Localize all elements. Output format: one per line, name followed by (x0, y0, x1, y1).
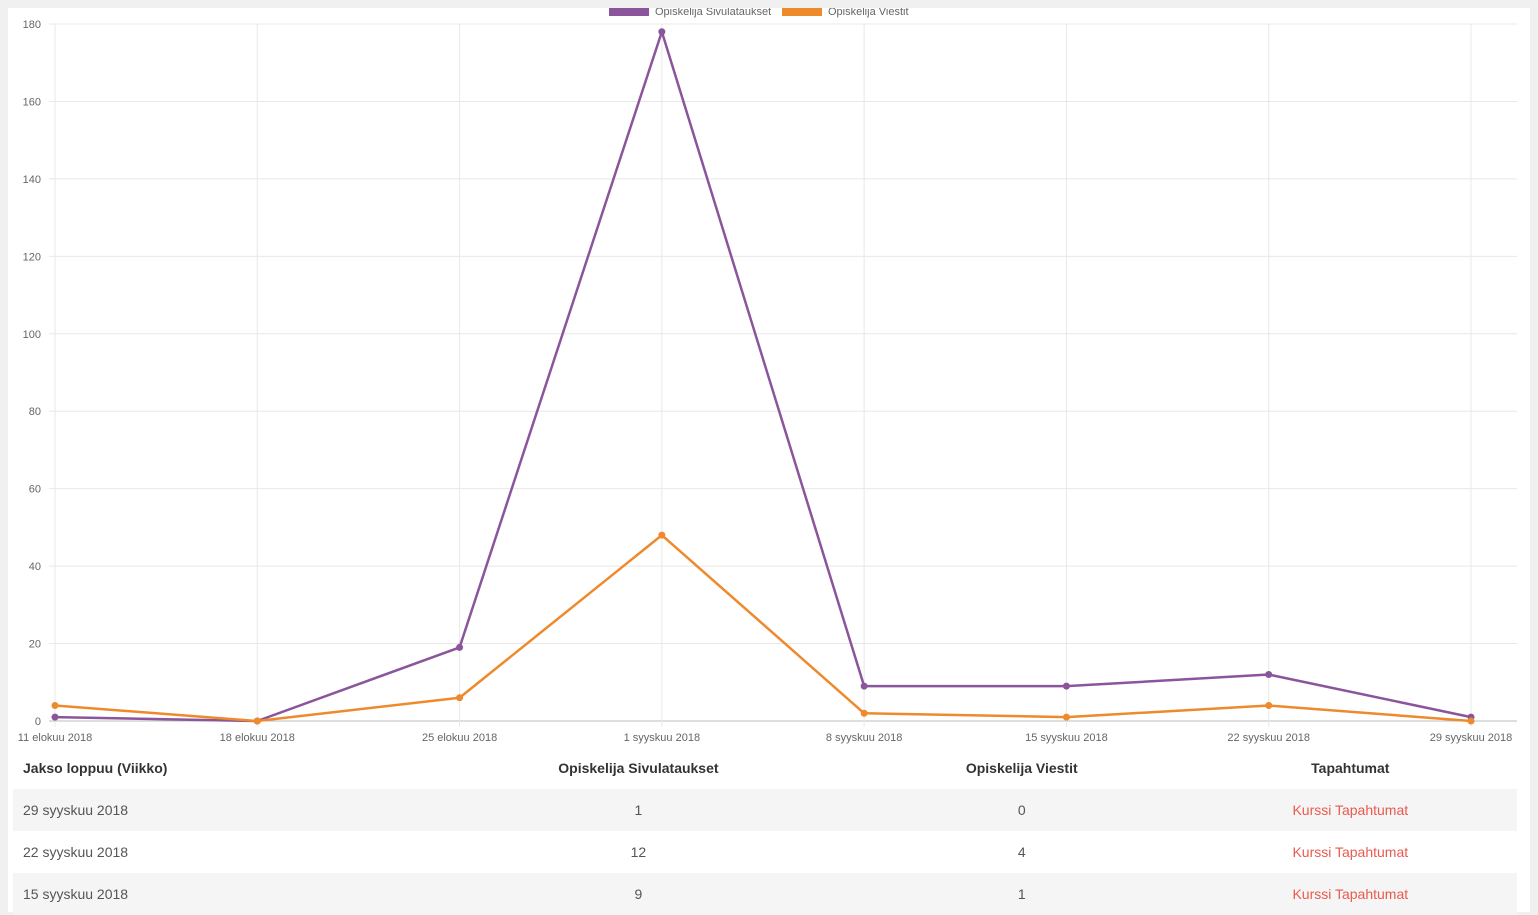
cell-messages: 1 (1017, 886, 1026, 902)
y-tick-label: 160 (23, 96, 41, 108)
legend-swatch (609, 6, 649, 16)
cell-week: 15 syyskuu 2018 (23, 886, 129, 902)
y-axis: 0 20 40 60 80 100 120 140 160 180 (23, 19, 41, 728)
data-point-2 (1265, 702, 1273, 710)
cell-messages: 0 (1017, 802, 1026, 818)
y-tick-label: 120 (23, 251, 41, 263)
cell-week: 22 syyskuu 2018 (23, 844, 129, 860)
data-point-2 (51, 702, 59, 710)
data-point-2 (658, 531, 666, 539)
header-events: Tapahtumat (1311, 760, 1390, 776)
y-tick-label: 80 (29, 406, 41, 418)
report-panel (8, 8, 1530, 912)
data-point-1 (1062, 682, 1070, 690)
data-point-2 (860, 709, 868, 717)
cell-page-loads: 9 (634, 886, 643, 902)
header-messages: Opiskelija Viestit (965, 760, 1078, 776)
y-tick-label: 0 (35, 716, 41, 728)
chart-grid (49, 23, 1517, 727)
table-header-row: Jakso loppuu (Viikko) Opiskelija Sivulat… (13, 747, 1517, 789)
data-point-2 (253, 717, 261, 725)
cell-week: 29 syyskuu 2018 (23, 802, 129, 818)
cell-events: Kurssi Tapahtumat (1184, 873, 1517, 915)
course-events-link[interactable]: Kurssi Tapahtumat (1292, 886, 1409, 902)
y-tick-label: 140 (23, 174, 41, 186)
activity-line-chart: Opiskelija Sivulataukset Opiskelija Viest… (0, 0, 1538, 744)
chart-series (51, 28, 1475, 725)
table-row: 15 syyskuu 2018 9 1 Kurssi Tapahtumat (13, 873, 1517, 915)
report-table: Jakso loppuu (Viikko) Opiskelija Sivulat… (13, 747, 1517, 915)
header-week: Jakso loppuu (Viikko) (23, 760, 168, 776)
legend-swatch (782, 6, 822, 16)
chart-legend: Opiskelija Sivulataukset Opiskelija Viest… (0, 0, 1538, 18)
x-tick-label: 25 elokuu 2018 (422, 732, 497, 744)
cell-messages: 4 (1017, 844, 1026, 860)
y-tick-label: 180 (23, 19, 41, 31)
data-point-2 (1467, 717, 1475, 725)
data-point-1 (860, 682, 868, 690)
cell-page-loads: 1 (634, 802, 643, 818)
x-axis: 11 elokuu 2018 18 elokuu 2018 25 elokuu 20… (18, 732, 1512, 744)
cell-page-loads: 12 (630, 844, 647, 860)
course-events-link[interactable]: Kurssi Tapahtumat (1292, 844, 1409, 860)
x-tick-label: 15 syyskuu 2018 (1025, 732, 1108, 744)
series-line-2 (54, 533, 1472, 723)
data-point-2 (456, 694, 464, 702)
table-row: 22 syyskuu 2018 12 4 Kurssi Tapahtumat (13, 831, 1517, 873)
x-tick-label: 22 syyskuu 2018 (1227, 732, 1310, 744)
legend-label: Opiskelija Viestit (828, 6, 909, 18)
data-point-1 (1265, 671, 1273, 679)
x-tick-label: 18 elokuu 2018 (220, 732, 295, 744)
data-point-1 (456, 643, 464, 651)
x-tick-label: 1 syyskuu 2018 (624, 732, 700, 744)
data-point-1 (658, 28, 666, 36)
table-row: 29 syyskuu 2018 1 0 Kurssi Tapahtumat (13, 789, 1517, 831)
x-tick-label: 8 syyskuu 2018 (826, 732, 902, 744)
cell-events: Kurssi Tapahtumat (1184, 789, 1517, 831)
legend-label: Opiskelija Sivulataukset (655, 6, 771, 18)
top-clip (0, 0, 1538, 8)
y-tick-label: 100 (23, 329, 41, 341)
x-tick-label: 11 elokuu 2018 (18, 732, 92, 744)
course-events-link[interactable]: Kurssi Tapahtumat (1292, 802, 1409, 818)
data-point-1 (51, 713, 59, 721)
y-tick-label: 20 (29, 639, 41, 651)
y-tick-label: 40 (29, 561, 41, 573)
series-line-1 (54, 30, 1472, 723)
y-tick-label: 60 (29, 484, 41, 496)
x-tick-label: 29 syyskuu 2018 (1430, 732, 1513, 744)
data-point-2 (1062, 713, 1070, 721)
cell-events: Kurssi Tapahtumat (1184, 831, 1517, 873)
header-page-loads: Opiskelija Sivulataukset (558, 760, 719, 776)
